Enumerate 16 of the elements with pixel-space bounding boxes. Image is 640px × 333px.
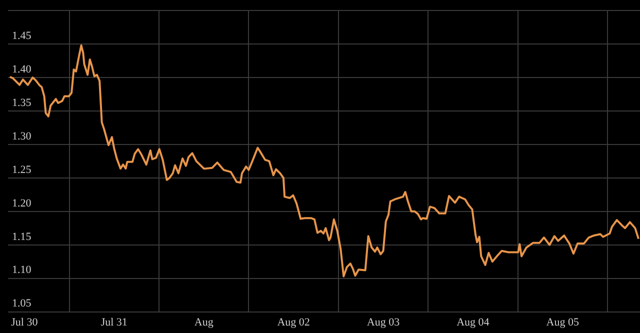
y-tick-label: 1.05 <box>12 298 32 310</box>
y-tick-label: 1.25 <box>12 164 32 176</box>
x-tick-label: Aug 05 <box>546 316 580 328</box>
y-tick-label: 1.40 <box>12 63 32 76</box>
x-tick-label: Aug 02 <box>277 316 310 328</box>
y-tick-label: 1.45 <box>12 30 32 42</box>
y-tick-label: 1.20 <box>12 197 32 210</box>
x-tick-label: Aug <box>194 316 214 328</box>
x-tick-label: Aug 03 <box>366 316 400 328</box>
x-tick-label: Jul 30 <box>11 316 38 328</box>
y-tick-label: 1.15 <box>12 230 32 243</box>
x-tick-label: Aug 04 <box>456 316 490 328</box>
y-tick-label: 1.30 <box>12 130 32 142</box>
x-tick-label: Jul 31 <box>100 316 128 328</box>
y-tick-label: 1.35 <box>12 96 32 109</box>
y-tick-label: 1.10 <box>12 264 32 276</box>
